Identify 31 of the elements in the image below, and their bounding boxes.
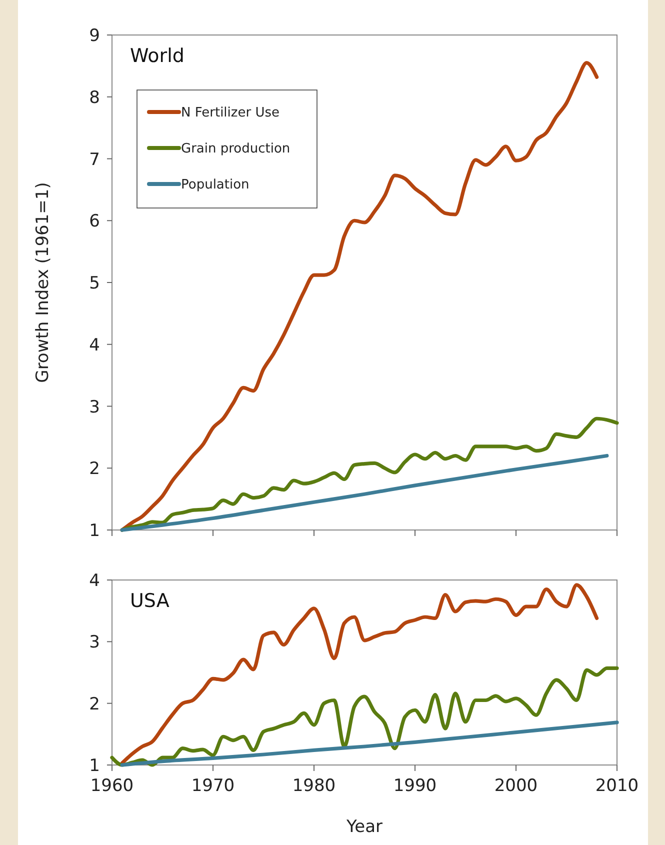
- x-tick-label: 1960: [90, 776, 134, 796]
- line-series: [110, 666, 619, 767]
- line-series: [120, 61, 599, 532]
- y-tick-label: 4: [89, 571, 100, 591]
- y-tick-label: 8: [89, 88, 100, 108]
- line-series: [120, 454, 609, 532]
- text: USA: [130, 590, 170, 612]
- x-tick-label: 1970: [191, 776, 235, 796]
- y-tick-label: 1: [89, 756, 100, 776]
- y-tick-label: 3: [89, 397, 100, 418]
- y-tick-label: 9: [89, 26, 100, 46]
- y-tick-label: 2: [89, 694, 100, 714]
- y-tick-label: 6: [89, 212, 100, 232]
- line-series: [120, 583, 599, 765]
- x-tick-label: 2010: [595, 776, 639, 796]
- y-tick-label: 3: [89, 632, 100, 653]
- x-tick-label: 2000: [494, 776, 538, 796]
- y-tick-label: 7: [89, 150, 100, 170]
- x-axis-title: Year: [346, 817, 383, 837]
- legend-label: N Fertilizer Use: [181, 106, 280, 120]
- legend-label: Population: [181, 178, 250, 192]
- x-tick-label: 1980: [292, 776, 336, 796]
- y-tick-label: 2: [89, 459, 100, 480]
- text: World: [130, 45, 184, 67]
- line-series: [120, 720, 619, 767]
- y-tick-label: 5: [89, 274, 100, 294]
- x-tick-label: 1990: [393, 776, 437, 796]
- y-axis-title: Growth Index (1961=1): [33, 182, 53, 383]
- legend-label: Grain production: [181, 142, 290, 156]
- y-tick-label: 1: [89, 521, 100, 541]
- y-tick-label: 4: [89, 335, 100, 356]
